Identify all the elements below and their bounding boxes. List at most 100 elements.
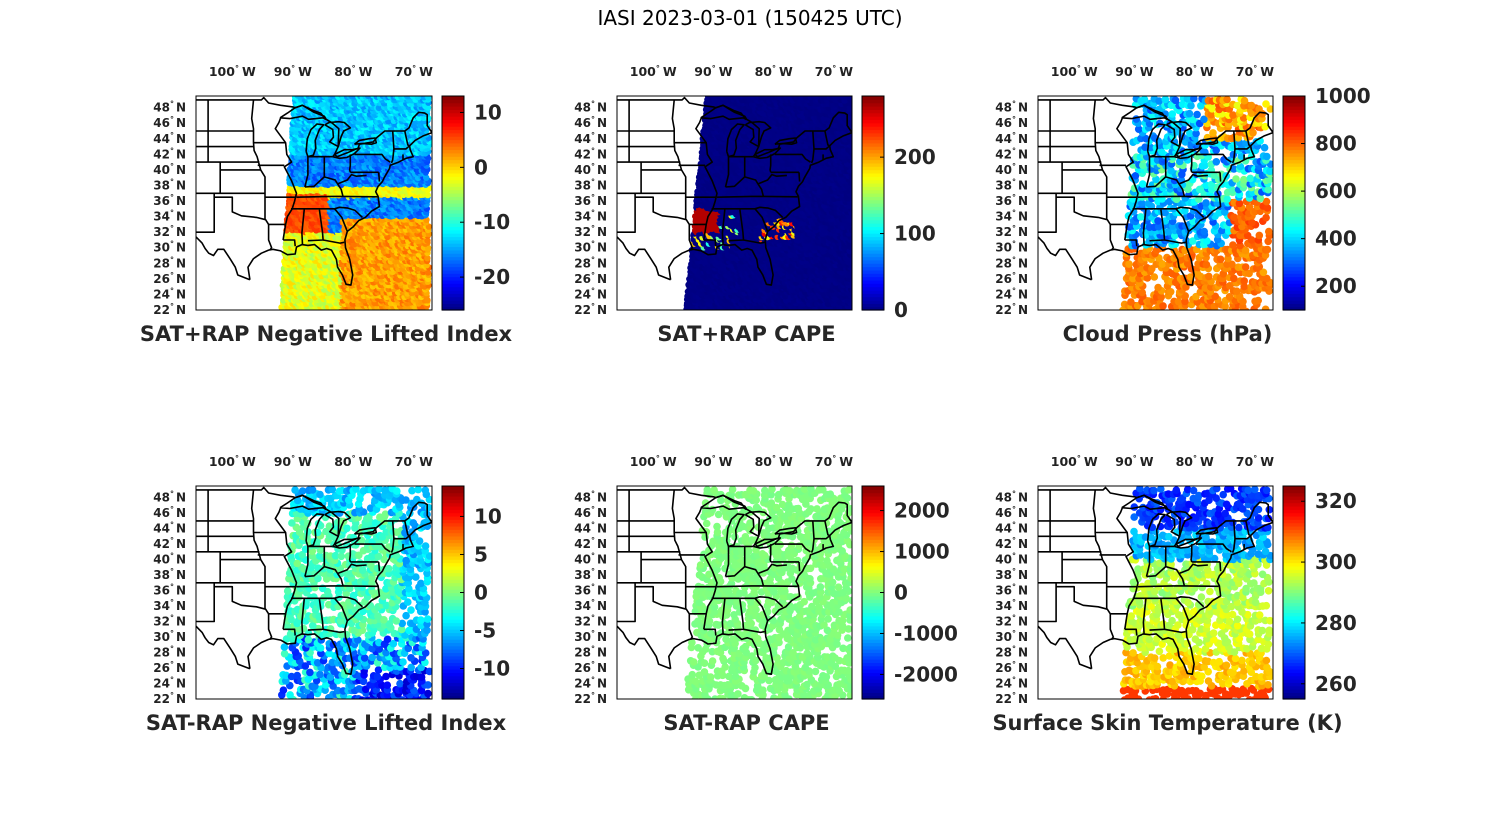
lon-tick-label: 80° W xyxy=(334,64,372,79)
colorbar-tick-label: 0 xyxy=(474,155,488,179)
lat-tick-label: 40° N xyxy=(995,552,1028,567)
colorbar: 320 300 280 260 xyxy=(1282,485,1357,700)
lat-tick-label: 46° N xyxy=(995,505,1028,520)
lat-tick-label: 46° N xyxy=(995,115,1028,130)
lat-tick-label: 22° N xyxy=(153,691,186,706)
colorbar: 2000 1000 0 -1000 -2000 xyxy=(861,485,958,700)
lat-tick-label: 38° N xyxy=(153,178,186,193)
colorbar-tick-label: 1000 xyxy=(1315,84,1371,108)
lat-tick-label: 32° N xyxy=(995,224,1028,239)
colorbar-tick-label: 320 xyxy=(1315,489,1357,513)
colorbar-tick-label: 5 xyxy=(474,543,488,567)
lat-tick-label: 38° N xyxy=(574,567,607,582)
lat-tick-label: 42° N xyxy=(153,536,186,551)
lon-tick-label: 70° W xyxy=(395,454,433,469)
lat-tick-label: 24° N xyxy=(153,286,186,301)
colorbar-tick-label: 0 xyxy=(894,581,908,605)
colorbar: 1000 800 600 400 200 xyxy=(1282,84,1371,311)
lat-tick-label: 44° N xyxy=(995,131,1028,146)
lat-tick-label: 44° N xyxy=(153,521,186,536)
colorbar-tick-label: 260 xyxy=(1315,672,1357,696)
lat-tick-label: 40° N xyxy=(574,162,607,177)
lat-tick-label: 48° N xyxy=(995,490,1028,505)
colorbar-tick-label: 800 xyxy=(1315,132,1357,156)
colorbar-tick-label: 200 xyxy=(894,145,936,169)
satellite-swath xyxy=(683,96,852,310)
lon-tick-label: 100° W xyxy=(630,64,677,79)
lon-tick-label: 100° W xyxy=(1051,454,1098,469)
colorbar-tick-label: 300 xyxy=(1315,550,1357,574)
map-frame xyxy=(195,95,433,311)
lat-tick-label: 42° N xyxy=(574,536,607,551)
lat-tick-label: 34° N xyxy=(153,209,186,224)
colorbar-tick-label: 400 xyxy=(1315,227,1357,251)
lat-tick-label: 30° N xyxy=(153,629,186,644)
state-boundaries xyxy=(1038,486,1273,676)
lat-tick-label: 22° N xyxy=(574,691,607,706)
lat-tick-label: 48° N xyxy=(153,490,186,505)
lat-tick-label: 36° N xyxy=(995,583,1028,598)
lat-tick-label: 28° N xyxy=(995,645,1028,660)
lat-tick-label: 26° N xyxy=(153,271,186,286)
satellite-swath xyxy=(278,486,432,699)
colorbar-tick-label: -10 xyxy=(474,210,510,234)
map-panel-p4: 100° W 90° W 80° W 70° W 48° N46° N44° N42° N40° N38°… xyxy=(146,454,510,735)
lat-tick-label: 32° N xyxy=(995,614,1028,629)
lat-tick-label: 24° N xyxy=(153,676,186,691)
colorbar-tick-label: 2000 xyxy=(894,499,950,523)
lon-tick-label: 90° W xyxy=(1115,64,1153,79)
lat-tick-label: 40° N xyxy=(153,552,186,567)
colorbar-tick-label: -2000 xyxy=(894,662,958,686)
colorbar-tick-label: 0 xyxy=(894,298,908,322)
lat-tick-label: 22° N xyxy=(574,302,607,317)
lat-tick-label: 36° N xyxy=(574,193,607,208)
lon-tick-label: 100° W xyxy=(1051,64,1098,79)
satellite-swath xyxy=(278,96,432,310)
colorbar-tick-label: -5 xyxy=(474,619,496,643)
map-frame xyxy=(616,95,853,311)
lat-tick-label: 30° N xyxy=(995,629,1028,644)
colorbar-tick-label: 0 xyxy=(474,581,488,605)
lat-tick-label: 38° N xyxy=(995,567,1028,582)
lat-tick-label: 30° N xyxy=(153,240,186,255)
lat-tick-label: 36° N xyxy=(153,193,186,208)
lat-tick-label: 26° N xyxy=(995,660,1028,675)
lat-tick-label: 46° N xyxy=(574,115,607,130)
panel-title: Surface Skin Temperature (K) xyxy=(992,711,1342,735)
lat-tick-label: 28° N xyxy=(153,255,186,270)
satellite-swath xyxy=(1119,96,1273,310)
lon-tick-label: 80° W xyxy=(755,64,793,79)
lat-tick-label: 42° N xyxy=(574,146,607,161)
lat-tick-label: 42° N xyxy=(995,146,1028,161)
lat-tick-label: 36° N xyxy=(574,583,607,598)
lat-tick-label: 34° N xyxy=(995,209,1028,224)
map-frame xyxy=(1037,485,1274,700)
lon-tick-label: 80° W xyxy=(334,454,372,469)
colorbar-tick-label: 200 xyxy=(1315,274,1357,298)
colorbar-tick-label: -20 xyxy=(474,265,510,289)
state-boundaries xyxy=(617,486,852,676)
lat-tick-label: 28° N xyxy=(574,645,607,660)
colorbar-tick-label: 600 xyxy=(1315,179,1357,203)
colorbar-tick-label: -10 xyxy=(474,657,510,681)
state-boundaries xyxy=(196,96,432,286)
lat-tick-label: 38° N xyxy=(995,178,1028,193)
state-boundaries xyxy=(1038,96,1273,286)
lat-tick-label: 26° N xyxy=(995,271,1028,286)
colorbar-tick-label: 1000 xyxy=(894,540,950,564)
lat-tick-label: 48° N xyxy=(995,100,1028,115)
lat-tick-label: 34° N xyxy=(574,209,607,224)
lat-tick-label: 34° N xyxy=(574,598,607,613)
lon-tick-label: 70° W xyxy=(1236,64,1274,79)
lon-tick-label: 100° W xyxy=(630,454,677,469)
state-boundaries xyxy=(617,96,852,286)
lat-tick-label: 26° N xyxy=(574,660,607,675)
lat-tick-label: 38° N xyxy=(153,567,186,582)
map-panel-p1: 100° W 90° W 80° W 70° W 48° N46° N44° N42° N40° N38°… xyxy=(140,64,513,346)
lat-tick-label: 28° N xyxy=(995,255,1028,270)
lat-tick-label: 32° N xyxy=(574,224,607,239)
lat-tick-label: 28° N xyxy=(574,255,607,270)
lon-tick-label: 90° W xyxy=(1115,454,1153,469)
lon-tick-label: 100° W xyxy=(209,64,256,79)
